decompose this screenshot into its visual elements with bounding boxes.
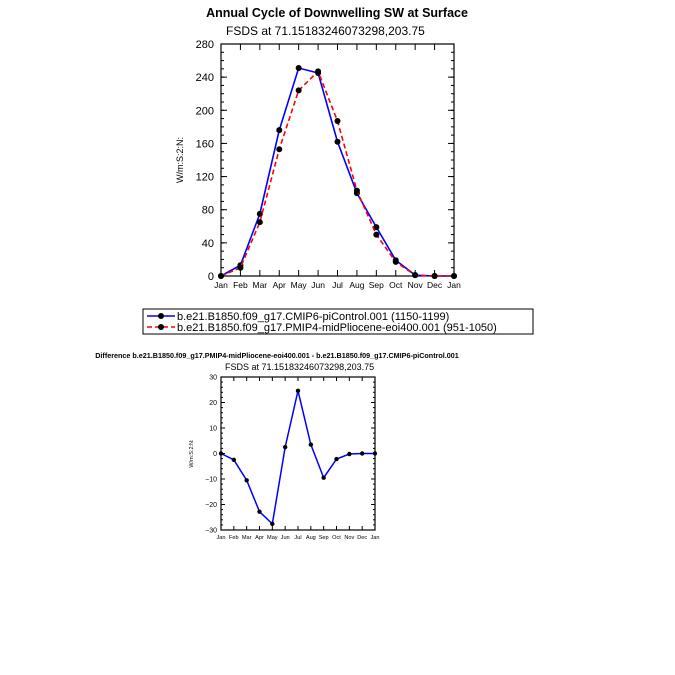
data-point-1: [218, 273, 224, 279]
series-line-0: [220, 67, 454, 277]
chart-subtitle: FSDS at 71.15183246073298,203.75: [225, 362, 374, 372]
data-point-1: [315, 68, 322, 75]
y-tick-label: 280: [196, 39, 214, 51]
legend-marker-1: [158, 324, 164, 330]
x-tick-label: Dec: [357, 535, 367, 541]
legend-label-1: b.e21.B1850.f09_g17.PMIP4-midPliocene-eo…: [177, 322, 497, 334]
y-tick-label: −30: [205, 528, 217, 535]
x-tick-label: Jan: [447, 280, 461, 290]
y-tick-label: 0: [213, 451, 217, 458]
plot-frame: [220, 43, 455, 277]
data-point-1: [373, 231, 380, 238]
data-point-1: [392, 258, 399, 265]
x-tick-label: Feb: [229, 535, 239, 541]
x-tick-label: Sep: [319, 535, 329, 541]
x-tick-label: Jun: [281, 535, 290, 541]
data-point-0: [295, 388, 301, 393]
x-tick-label: Apr: [273, 280, 286, 290]
data-point-1: [276, 146, 283, 153]
data-point-0: [270, 521, 275, 527]
data-point-0: [334, 456, 339, 462]
data-point-1: [451, 273, 457, 279]
data-point-1: [412, 272, 419, 279]
x-tick-label: Mar: [253, 280, 268, 290]
x-tick-label: May: [291, 280, 308, 290]
y-tick-label: 120: [196, 172, 214, 184]
y-tick-label: 200: [196, 105, 214, 117]
series-line-1: [220, 69, 454, 277]
data-point-0: [218, 451, 224, 456]
chart-subtitle: FSDS at 71.15183246073298,203.75: [226, 24, 425, 38]
data-point-0: [308, 442, 314, 447]
x-tick-label: Jul: [332, 280, 343, 290]
y-tick-label: −20: [205, 502, 217, 509]
data-point-0: [282, 444, 288, 450]
x-tick-label: Aug: [349, 280, 364, 290]
legend-box: [142, 308, 534, 335]
data-point-0: [359, 451, 365, 456]
data-point-1: [295, 87, 302, 94]
data-point-0: [257, 509, 262, 514]
y-axis-label: W/m:S:2:N:: [189, 439, 195, 468]
x-tick-label: Dec: [427, 280, 443, 290]
x-tick-label: Jul: [294, 535, 301, 541]
data-point-1: [256, 219, 263, 226]
y-tick-label: −10: [205, 477, 217, 484]
x-tick-label: Apr: [255, 535, 264, 541]
y-tick-label: 10: [209, 426, 217, 433]
data-point-0: [347, 451, 352, 457]
chart-title: Difference b.e21.B1850.f09_g17.PMIP4-mid…: [95, 351, 459, 360]
x-tick-label: Feb: [233, 280, 248, 290]
y-tick-label: 40: [202, 238, 214, 250]
y-tick-label: 160: [196, 138, 214, 150]
data-point-0: [244, 478, 249, 483]
data-point-0: [256, 210, 263, 217]
x-tick-label: Jan: [370, 535, 379, 541]
data-point-0: [231, 457, 237, 463]
legend-marker-0: [158, 313, 164, 319]
y-tick-label: 20: [209, 400, 217, 407]
data-point-1: [431, 273, 438, 279]
x-tick-label: Sep: [369, 280, 384, 290]
data-point-1: [237, 264, 244, 271]
x-tick-label: Oct: [389, 280, 403, 290]
data-point-0: [373, 224, 380, 231]
data-point-0: [276, 127, 283, 134]
data-point-1: [334, 118, 341, 125]
series-line-0: [220, 390, 375, 526]
x-tick-label: Nov: [344, 535, 354, 541]
legend-label-0: b.e21.B1850.f09_g17.CMIP6-piControl.001 …: [177, 311, 449, 323]
data-point-0: [372, 451, 378, 456]
x-tick-label: Oct: [332, 535, 341, 541]
y-tick-label: 240: [196, 72, 214, 84]
data-point-0: [295, 65, 302, 72]
y-tick-label: 80: [202, 205, 214, 217]
x-tick-label: Nov: [408, 280, 424, 290]
x-tick-label: Jan: [214, 280, 228, 290]
y-tick-label: 0: [208, 271, 214, 283]
x-tick-label: Mar: [242, 535, 252, 541]
y-axis-label: W/m:S:2:N:: [175, 137, 185, 183]
x-tick-label: Aug: [306, 535, 316, 541]
x-tick-label: May: [267, 535, 278, 541]
data-point-0: [321, 475, 326, 480]
x-tick-label: Jan: [216, 535, 225, 541]
x-tick-label: Jun: [311, 280, 325, 290]
y-tick-label: 30: [209, 375, 217, 382]
chart-title: Annual Cycle of Downwelling SW at Surfac…: [206, 6, 468, 20]
data-point-0: [334, 138, 341, 145]
data-point-1: [353, 187, 360, 194]
